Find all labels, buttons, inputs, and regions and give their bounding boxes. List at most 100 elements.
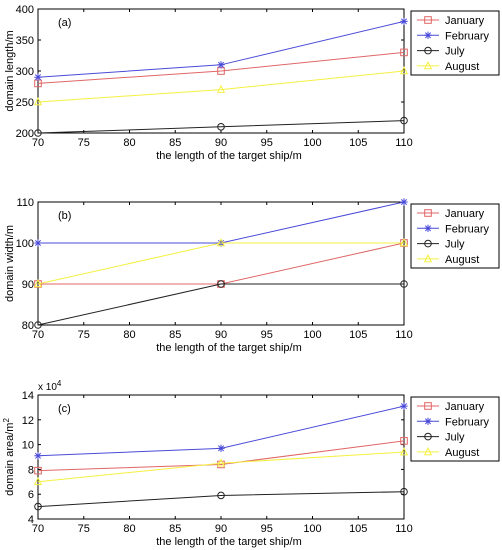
- legend-label-february: February: [445, 30, 490, 42]
- legend-label-february: February: [445, 223, 490, 235]
- y-tick-label: 300: [16, 66, 34, 78]
- series-line-august: [37, 70, 405, 103]
- plot-area: [37, 394, 405, 520]
- y-tick-label: 12: [22, 415, 34, 427]
- x-tick-label: 80: [123, 329, 135, 341]
- legend-marker-august: [423, 446, 433, 456]
- data-point-january: [400, 437, 408, 445]
- y-axis-label-text: domain length/m: [4, 30, 16, 111]
- x-tick-label: 90: [215, 329, 227, 341]
- data-point-july: [400, 116, 408, 125]
- y-tick-label: 8: [28, 464, 34, 476]
- series-line-july: [37, 283, 404, 326]
- legend-marker-january: [424, 402, 432, 410]
- chart-panel-1: 70 75 80 85 90 95 100 105 110 200 250 300 350 400 the …: [4, 4, 500, 162]
- x-axis-label: the length of the target ship/m: [156, 536, 302, 548]
- legend-marker-february: [424, 417, 432, 425]
- legend-marker-february: [424, 31, 432, 39]
- data-point-july: [400, 280, 408, 288]
- y-axis-label-superscript: 2: [2, 418, 11, 423]
- data-point-july: [217, 123, 225, 131]
- x-tick-label: 100: [303, 329, 321, 341]
- legend-label-august: August: [445, 61, 479, 73]
- data-point-august: [216, 238, 226, 247]
- x-tick-label: 100: [303, 523, 321, 535]
- x-tick-label: 90: [215, 137, 227, 149]
- data-point-february: [400, 17, 408, 26]
- legend: January February July August: [410, 203, 500, 269]
- x-tick-label: 110: [395, 523, 413, 535]
- legend-box: [410, 10, 500, 76]
- data-point-august: [33, 97, 43, 106]
- series-line-january: [37, 51, 405, 84]
- x-tick-label: 105: [349, 523, 367, 535]
- series-line-august: [37, 451, 405, 483]
- legend-box: [410, 203, 500, 269]
- x-tick-label: 95: [261, 137, 273, 149]
- legend-marker-july: [424, 432, 432, 441]
- legend-marker-february: [424, 224, 432, 232]
- x-tick-label: 95: [261, 523, 273, 535]
- data-point-august: [399, 447, 409, 456]
- x-tick-label: 75: [78, 137, 90, 149]
- data-point-january: [400, 48, 408, 57]
- x-tick-label: 75: [78, 329, 90, 341]
- x-tick-label: 90: [215, 523, 227, 535]
- legend: January February July August: [410, 10, 500, 76]
- data-point-february: [34, 452, 42, 460]
- panel-label: (a): [58, 17, 71, 29]
- y-scale-exponent: 4: [57, 379, 62, 388]
- y-scale-factor: x 104: [38, 379, 62, 393]
- legend-label-july: July: [445, 46, 465, 58]
- x-tick-label: 70: [32, 523, 44, 535]
- legend-box: [410, 396, 500, 462]
- panel-label: (b): [58, 210, 71, 222]
- data-point-february: [217, 61, 225, 69]
- data-point-august: [399, 238, 409, 247]
- y-tick-label: 6: [28, 489, 34, 501]
- y-axis-label: domain width/m: [4, 225, 16, 302]
- x-tick-label: 105: [349, 137, 367, 149]
- legend: January February July August: [410, 396, 500, 462]
- y-tick-label: 4: [28, 514, 34, 526]
- panel-label: (c): [58, 403, 71, 415]
- data-point-january: [34, 466, 42, 475]
- y-tick-label: 200: [16, 128, 34, 140]
- data-point-july: [217, 280, 225, 288]
- x-tick-label: 110: [395, 137, 413, 149]
- y-tick-label: 80: [22, 320, 34, 332]
- chart-panel-2: 70 75 80 85 90 95 100 105 110 80 90 100 110 the lengt…: [4, 197, 500, 354]
- legend-label-july: July: [445, 432, 465, 444]
- series-line-august: [37, 242, 404, 285]
- data-point-july: [34, 502, 42, 511]
- data-point-august: [216, 458, 226, 467]
- y-tick-label: 400: [16, 4, 34, 16]
- legend-marker-july: [424, 239, 432, 248]
- series-line-january: [37, 440, 405, 472]
- legend-marker-january: [424, 209, 432, 217]
- x-tick-label: 85: [169, 137, 181, 149]
- y-axis-label: domain length/m: [4, 30, 16, 111]
- legend-label-january: January: [445, 208, 485, 220]
- y-tick-label: 350: [16, 35, 34, 47]
- x-tick-label: 70: [32, 137, 44, 149]
- legend-marker-august: [423, 253, 433, 263]
- data-point-july: [34, 129, 42, 137]
- x-tick-label: 85: [169, 523, 181, 535]
- x-tick-label: 110: [395, 329, 413, 341]
- data-point-february: [217, 444, 225, 453]
- series-line-july: [37, 120, 405, 134]
- y-tick-label: 100: [16, 238, 34, 250]
- data-point-february: [34, 239, 42, 247]
- data-point-august: [33, 476, 43, 486]
- y-tick-label: 14: [22, 390, 34, 402]
- y-axis-label-text: domain area/m: [4, 423, 16, 496]
- chart-panel-3: 70 75 80 85 90 95 100 105 110 4 6 8 10 12 14 the length…: [2, 379, 500, 548]
- data-point-july: [217, 491, 225, 500]
- data-point-july: [34, 321, 42, 329]
- data-point-july: [400, 487, 408, 496]
- x-tick-label: 100: [303, 137, 321, 149]
- x-axis-label: the length of the target ship/m: [156, 150, 302, 162]
- legend-marker-july: [424, 46, 432, 55]
